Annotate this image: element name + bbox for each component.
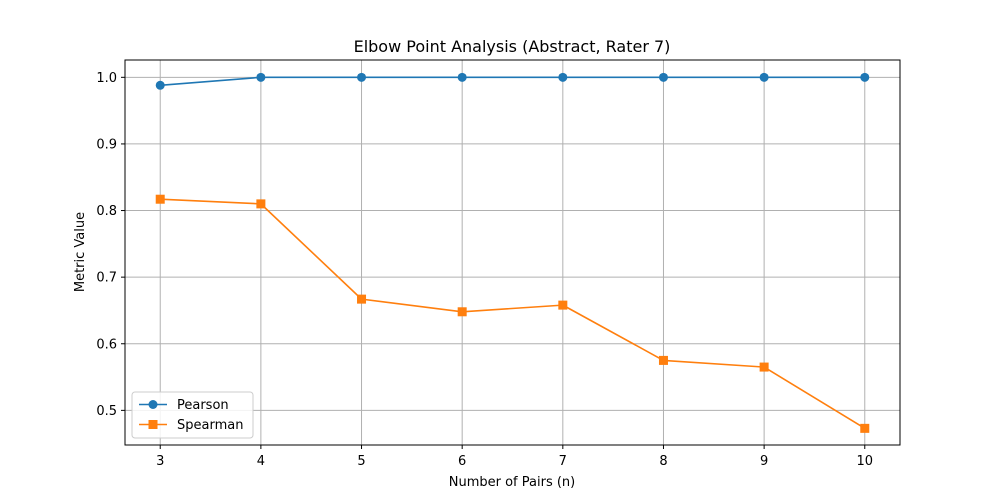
x-tick-label: 8 (659, 454, 667, 469)
spearman-point (256, 199, 266, 209)
axis-ticks: 3 4 5 6 7 8 9 10 0.5 0.6 0.7 0.8 0.9 1.0 (96, 71, 873, 469)
legend-swatch-marker (148, 420, 158, 429)
y-tick-label: 0.6 (96, 337, 117, 352)
y-tick-label: 0.8 (96, 204, 117, 219)
y-tick-label: 0.9 (96, 137, 117, 152)
pearson-point (658, 72, 668, 82)
spearman-point (860, 423, 870, 433)
spearman-line (160, 198, 866, 430)
spearman-point (759, 362, 769, 372)
y-tick-label: 1.0 (96, 71, 117, 86)
spearman-point (658, 355, 668, 365)
pearson-point (357, 72, 367, 82)
x-axis-title: Number of Pairs (n) (449, 475, 575, 490)
legend-label: Pearson (177, 398, 229, 413)
spearman-series (155, 194, 870, 433)
pearson-point (558, 72, 568, 82)
spearman-point (457, 307, 467, 317)
y-tick-label: 0.5 (96, 404, 117, 419)
pearson-point (860, 72, 870, 82)
pearson-point (759, 72, 769, 82)
legend-item-pearson: Pearson (139, 398, 229, 413)
legend-item-spearman: Spearman (139, 418, 243, 433)
chart-title: Elbow Point Analysis (Abstract, Rater 7) (354, 37, 671, 56)
legend-label: Spearman (177, 418, 243, 433)
x-tick-label: 10 (856, 454, 873, 469)
pearson-line (160, 76, 865, 87)
spearman-point (155, 194, 165, 204)
legend-box (131, 391, 254, 439)
legend-swatch-marker (148, 400, 158, 409)
x-tick-label: 3 (156, 454, 164, 469)
pearson-series (155, 72, 870, 90)
y-axis-title: Metric Value (73, 212, 88, 292)
grid-lines (125, 60, 900, 445)
spearman-point (558, 300, 568, 310)
legend: Pearson Spearman (131, 391, 254, 439)
plot-area-frame (124, 59, 901, 446)
spearman-point (357, 294, 367, 304)
pearson-point (256, 72, 266, 82)
pearson-point (155, 80, 165, 90)
x-tick-label: 6 (458, 454, 466, 469)
pearson-point (457, 72, 467, 82)
x-tick-label: 7 (559, 454, 567, 469)
series-layer (155, 72, 870, 433)
x-tick-label: 4 (257, 454, 265, 469)
x-tick-label: 5 (357, 454, 365, 469)
y-tick-label: 0.7 (96, 271, 117, 286)
x-tick-label: 9 (760, 454, 768, 469)
